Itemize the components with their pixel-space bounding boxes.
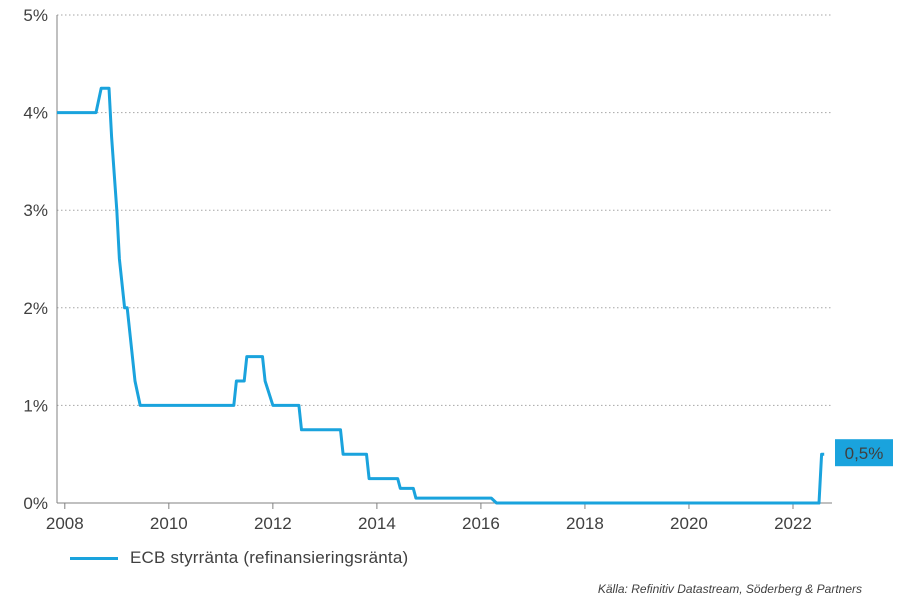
x-tick-label: 2018 [566,514,604,533]
x-tick-label: 2012 [254,514,292,533]
x-tick-label: 2022 [774,514,812,533]
y-tick-label: 5% [23,6,48,25]
x-tick-labels: 2008 2010 2012 2014 2016 2018 2020 2022 [46,503,812,533]
y-tick-labels: 0% 1% 2% 3% 4% 5% [23,6,48,513]
y-tick-label: 1% [23,396,48,415]
x-tick-label: 2008 [46,514,84,533]
grid-lines [57,14,832,406]
legend: ECB styrränta (refinansieringsränta) [70,548,408,568]
end-value-label: 0,5% [835,439,893,467]
y-tick-label: 3% [23,201,48,220]
end-label-text: 0,5% [845,444,884,463]
x-tick-label: 2014 [358,514,396,533]
y-tick-label: 4% [23,104,48,123]
legend-swatch [70,556,118,560]
axes [56,15,832,504]
series-line-0 [57,86,825,505]
y-tick-label: 2% [23,299,48,318]
end-label-box [835,439,893,467]
x-tick-label: 2020 [670,514,708,533]
source-note: Källa: Refinitiv Datastream, Söderberg &… [597,582,862,596]
x-tick-label: 2010 [150,514,188,533]
legend-label: ECB styrränta (refinansieringsränta) [130,548,409,567]
x-tick-label: 2016 [462,514,500,533]
series-lines [57,86,825,505]
y-tick-label: 0% [23,494,48,513]
